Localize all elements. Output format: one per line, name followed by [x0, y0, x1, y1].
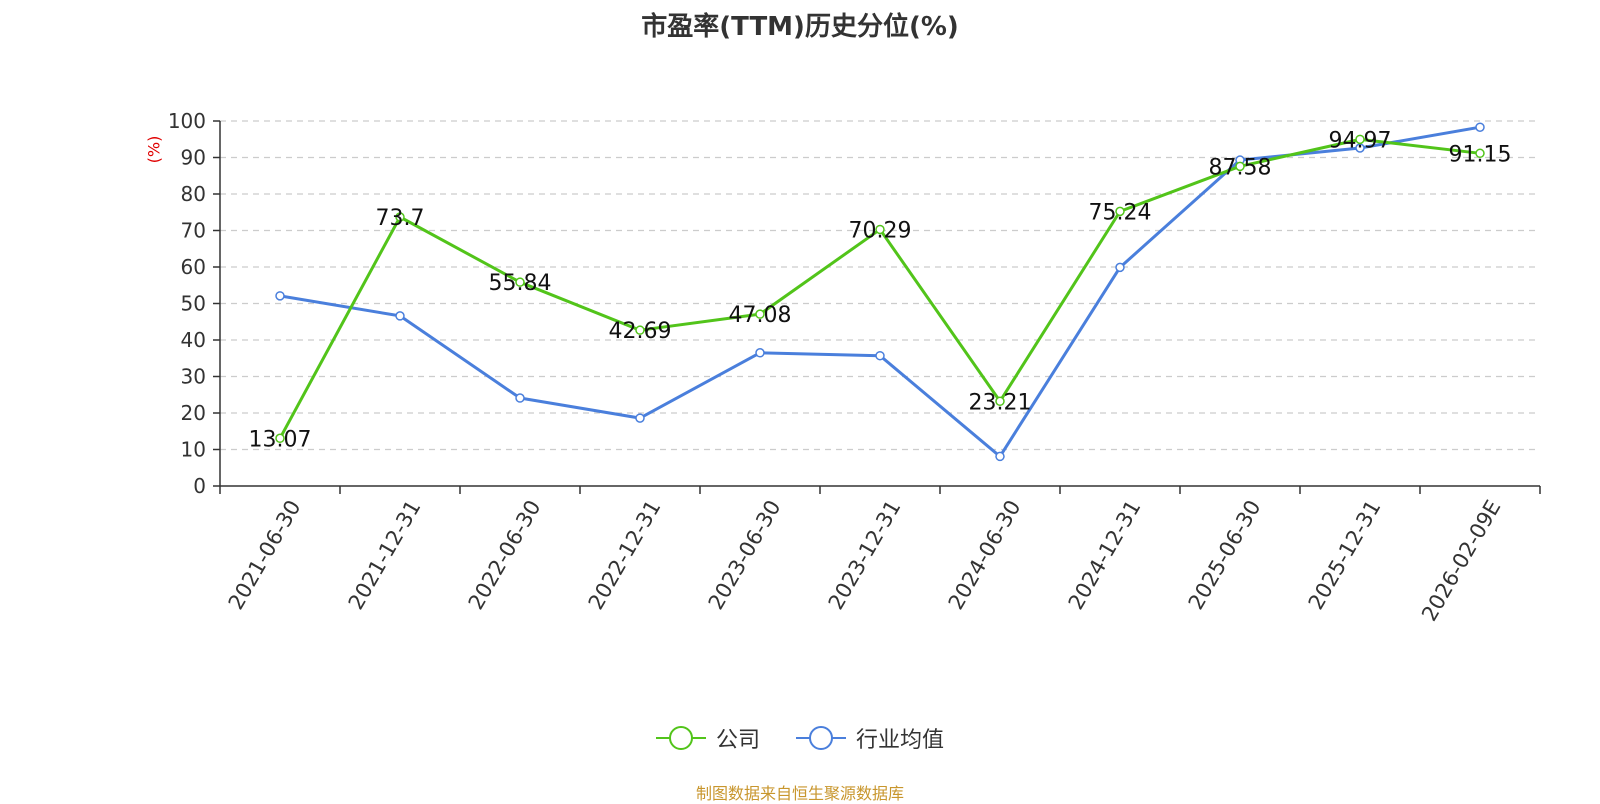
x-tick-label: 2024-12-31 — [1064, 496, 1146, 614]
legend-label-company: 公司 — [715, 728, 760, 753]
data-point — [635, 413, 645, 423]
y-tick-label: 0 — [193, 474, 206, 498]
data-point — [875, 224, 885, 235]
legend-swatch-company — [655, 726, 706, 750]
series-line-0 — [278, 137, 1481, 440]
x-tick-label: 2023-06-30 — [704, 496, 786, 614]
legend-swatch-industry-average — [796, 726, 846, 750]
data-point — [1115, 262, 1125, 273]
y-tick-label: 80 — [181, 182, 206, 206]
data-point — [755, 309, 765, 319]
data-label: 91.15 — [1449, 142, 1512, 167]
data-label: 23.21 — [969, 390, 1032, 415]
data-label: 47.08 — [729, 303, 792, 328]
data-point — [395, 212, 405, 222]
x-tick-label: 2026-02-09E — [1417, 496, 1505, 625]
line-chart: 0 10 20 30 40 50 60 70 80 90 100 2021-06-30 2021-12-… — [168, 109, 1541, 625]
chart-title: 市盈率(TTM)历史分位(%) — [641, 12, 959, 42]
data-point — [395, 311, 405, 321]
x-tick-label: 2022-12-31 — [584, 496, 666, 614]
data-point — [515, 393, 525, 403]
data-point — [1115, 206, 1125, 217]
y-tick-label: 100 — [168, 109, 206, 133]
x-tick-label: 2021-06-30 — [224, 496, 306, 614]
data-source-note: 制图数据来自恒生聚源数据库 — [695, 784, 904, 803]
data-point — [875, 350, 885, 361]
data-point — [1475, 148, 1485, 159]
y-tick-label: 90 — [181, 146, 206, 170]
data-label: 42.69 — [609, 319, 672, 344]
series-line-1 — [279, 125, 1481, 458]
data-label: 94.97 — [1329, 128, 1392, 153]
data-point — [1475, 122, 1485, 132]
legend: 公司 行业均值 — [0, 722, 1600, 754]
data-point — [1355, 134, 1365, 145]
data-label: 75.24 — [1089, 200, 1152, 225]
y-tick-label: 50 — [181, 292, 206, 316]
x-tick-label: 2023-12-31 — [824, 496, 906, 614]
data-point — [995, 396, 1005, 407]
data-point — [1235, 161, 1245, 172]
y-tick-label: 30 — [181, 365, 206, 389]
data-point — [515, 277, 525, 287]
data-point — [275, 433, 285, 444]
legend-item-company[interactable]: 公司 — [655, 722, 760, 754]
data-label: 70.29 — [849, 218, 912, 243]
y-tick-label: 60 — [181, 255, 206, 279]
data-point — [995, 451, 1005, 462]
x-tick-label: 2022-06-30 — [464, 496, 546, 614]
y-tick-label: 40 — [181, 328, 206, 352]
y-tick-label: 20 — [181, 401, 206, 425]
legend-label-industry-average: 行业均值 — [856, 728, 945, 753]
data-label: 87.58 — [1209, 155, 1272, 180]
data-point — [635, 325, 645, 335]
data-label: 73.7 — [376, 206, 425, 231]
y-tick-label: 70 — [181, 219, 206, 243]
legend-item-industry-average[interactable]: 行业均值 — [796, 722, 944, 754]
x-tick-label: 2025-12-31 — [1304, 496, 1386, 614]
data-label: 55.84 — [489, 271, 552, 296]
data-label: 13.07 — [249, 427, 312, 452]
data-point — [755, 348, 765, 358]
x-tick-label: 2021-12-31 — [344, 496, 426, 614]
y-tick-label: 10 — [181, 438, 206, 462]
x-tick-label: 2024-06-30 — [944, 496, 1026, 614]
x-tick-label: 2025-06-30 — [1184, 496, 1266, 614]
data-point — [275, 291, 285, 301]
